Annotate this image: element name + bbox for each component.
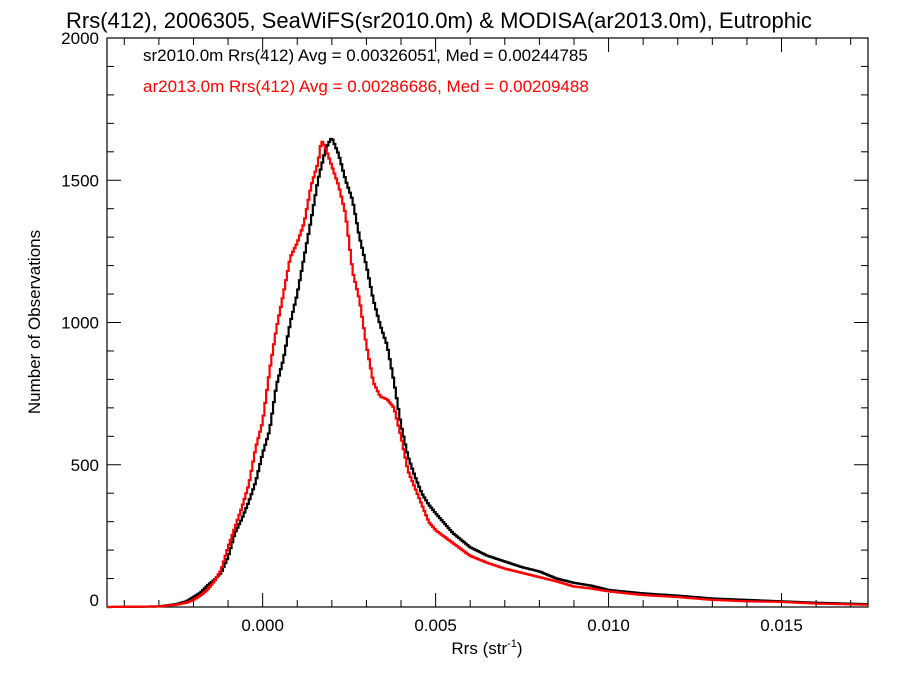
axis-ticks: 0.000 0.005 0.010 0.015 0 500 1000 1500 2000	[61, 29, 868, 635]
y-axis-label: Number of Observations	[25, 230, 44, 414]
x-axis-label-main: Rrs (str	[451, 639, 507, 658]
y-tick-label: 0	[90, 591, 99, 610]
legend-entry-ar2013: ar2013.0m Rrs(412) Avg = 0.00286686, Med…	[143, 77, 589, 96]
chart-title: Rrs(412), 2006305, SeaWiFS(sr2010.0m) & …	[66, 8, 812, 33]
histogram-series	[107, 137, 868, 609]
x-tick-label: 0.015	[760, 616, 803, 635]
series-line-ar2013	[107, 140, 868, 609]
series-line-sr2010	[107, 137, 868, 609]
y-tick-label: 1500	[61, 171, 99, 190]
x-tick-label: 0.000	[241, 616, 284, 635]
y-tick-label: 1000	[61, 314, 99, 333]
legend-entry-sr2010: sr2010.0m Rrs(412) Avg = 0.00326051, Med…	[143, 46, 588, 65]
x-tick-label: 0.005	[414, 616, 457, 635]
y-tick-label: 2000	[61, 29, 99, 48]
x-axis-label-close: )	[517, 639, 523, 658]
plot-area	[106, 37, 869, 608]
x-axis-label-superscript: -1	[507, 638, 517, 650]
x-axis-label: Rrs (str-1)	[451, 638, 522, 658]
y-tick-label: 500	[71, 456, 99, 475]
x-tick-label: 0.010	[587, 616, 630, 635]
